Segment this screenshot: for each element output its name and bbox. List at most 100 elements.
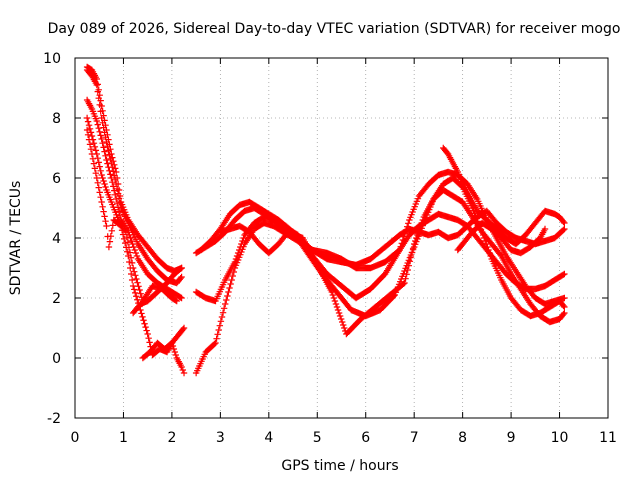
data-point bbox=[216, 322, 224, 329]
data-point bbox=[336, 312, 344, 320]
data-point bbox=[405, 262, 412, 269]
data-point bbox=[328, 288, 336, 296]
data-point bbox=[126, 258, 133, 266]
data-point bbox=[180, 369, 188, 377]
data-point bbox=[406, 258, 414, 265]
data-point bbox=[178, 264, 185, 272]
series-trace-6 bbox=[129, 264, 185, 317]
data-point bbox=[124, 248, 131, 255]
data-point bbox=[409, 245, 417, 252]
data-point bbox=[114, 190, 122, 197]
data-point bbox=[135, 283, 142, 290]
y-tick-label: 4 bbox=[52, 231, 61, 247]
data-point bbox=[213, 335, 220, 342]
data-point bbox=[230, 268, 238, 276]
data-point bbox=[96, 92, 103, 99]
x-tick-label: 11 bbox=[599, 430, 617, 446]
data-point bbox=[329, 291, 337, 299]
data-point bbox=[84, 131, 92, 138]
data-point bbox=[408, 249, 416, 256]
data-point bbox=[179, 366, 187, 374]
y-tick-label: 6 bbox=[52, 171, 61, 187]
data-point bbox=[487, 252, 494, 260]
data-point bbox=[102, 152, 109, 159]
data-point bbox=[341, 324, 348, 332]
data-point bbox=[99, 174, 106, 182]
data-point bbox=[100, 208, 107, 215]
data-point bbox=[220, 305, 228, 312]
data-point bbox=[179, 326, 187, 333]
data-point bbox=[338, 318, 346, 326]
data-point bbox=[93, 81, 101, 89]
data-point bbox=[88, 132, 96, 140]
data-point bbox=[404, 266, 411, 274]
data-point bbox=[128, 276, 136, 284]
data-point bbox=[98, 135, 105, 143]
data-point bbox=[110, 183, 117, 190]
data-point bbox=[219, 309, 227, 316]
data-point bbox=[101, 213, 108, 220]
data-point bbox=[402, 226, 410, 234]
data-point bbox=[128, 259, 136, 267]
data-point bbox=[102, 183, 109, 191]
data-point bbox=[89, 155, 97, 162]
data-point bbox=[96, 189, 103, 196]
data-point bbox=[560, 218, 567, 225]
data-point bbox=[331, 297, 339, 305]
data-point bbox=[85, 122, 93, 129]
data-point bbox=[96, 163, 103, 170]
data-point bbox=[119, 231, 127, 238]
chart-title: Day 089 of 2026, Sidereal Day-to-day VTE… bbox=[48, 21, 621, 37]
data-point bbox=[140, 317, 147, 324]
data-point bbox=[413, 234, 420, 242]
data-point bbox=[129, 282, 137, 290]
y-tick-labels: -2 0 2 4 6 8 10 bbox=[43, 51, 61, 427]
data-point bbox=[86, 141, 94, 148]
data-point bbox=[335, 309, 343, 317]
data-point bbox=[134, 279, 141, 286]
data-point bbox=[94, 179, 101, 186]
x-tick-label: 9 bbox=[507, 430, 516, 446]
data-point bbox=[560, 271, 567, 278]
x-tick-label: 5 bbox=[313, 430, 322, 446]
data-point bbox=[332, 300, 340, 308]
data-point bbox=[109, 222, 116, 229]
data-point bbox=[83, 126, 91, 134]
data-point bbox=[177, 265, 184, 273]
data-point bbox=[240, 234, 247, 242]
data-point bbox=[415, 228, 422, 236]
data-point bbox=[178, 273, 185, 281]
data-point bbox=[115, 208, 123, 215]
data-point bbox=[172, 351, 179, 359]
data-point bbox=[211, 340, 218, 348]
data-point bbox=[91, 165, 99, 172]
data-point bbox=[102, 134, 109, 141]
data-point bbox=[142, 323, 149, 331]
data-point bbox=[106, 151, 113, 158]
x-tick-label: 8 bbox=[458, 430, 467, 446]
data-point bbox=[136, 286, 143, 294]
data-point bbox=[215, 326, 222, 334]
data-point bbox=[217, 318, 225, 325]
data-point bbox=[180, 324, 188, 332]
data-point bbox=[95, 95, 102, 102]
data-point bbox=[85, 136, 93, 143]
data-point bbox=[101, 148, 108, 155]
grid-lines bbox=[75, 58, 608, 418]
data-point bbox=[105, 164, 112, 171]
series-trace-2 bbox=[83, 66, 185, 287]
data-point bbox=[128, 270, 135, 278]
data-point bbox=[96, 128, 103, 135]
data-point bbox=[107, 233, 115, 240]
data-point bbox=[143, 327, 150, 334]
y-tick-label: 10 bbox=[43, 51, 61, 67]
data-point bbox=[228, 276, 235, 284]
data-point bbox=[561, 270, 568, 278]
data-point bbox=[97, 167, 104, 174]
data-point bbox=[118, 227, 126, 234]
data-point bbox=[97, 194, 104, 201]
series-trace-14 bbox=[454, 219, 549, 257]
data-point bbox=[173, 297, 180, 305]
data-point bbox=[144, 330, 151, 338]
data-point bbox=[92, 170, 100, 177]
